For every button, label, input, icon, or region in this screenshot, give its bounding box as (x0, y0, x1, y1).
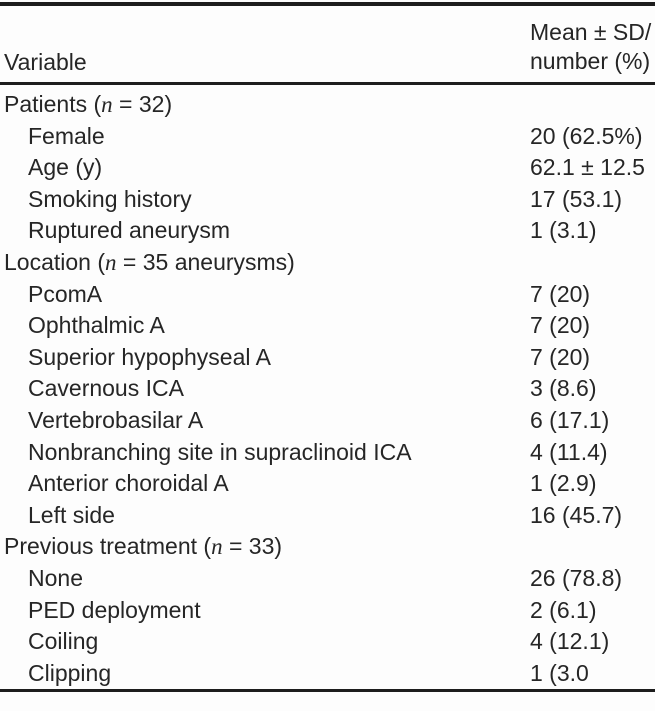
row-label: PED deployment (28, 596, 201, 623)
table-row: Patients (n = 32) (0, 89, 655, 121)
table-row: Ruptured aneurysm 1 (3.1) (0, 215, 655, 247)
row-label: Previous treatment (n = 33) (4, 533, 283, 560)
row-label: Patients (n = 32) (4, 91, 173, 117)
row-label: PcomA (28, 280, 103, 307)
table-row: Smoking history 17 (53.1) (0, 184, 655, 216)
table-row: Coiling 4 (12.1) (0, 626, 655, 658)
row-label: Smoking history (28, 185, 192, 212)
row-label: Location (n = 35 aneurysms) (4, 248, 295, 275)
row-label: Vertebrobasilar A (28, 406, 204, 433)
row-value: 62.1 ± 12.5 (530, 154, 645, 181)
row-value: 17 (53.1) (530, 185, 623, 212)
row-value: 2 (6.1) (530, 596, 597, 623)
row-value: 7 (20) (530, 280, 591, 307)
row-value: 3 (8.6) (530, 375, 597, 402)
table-row: None 26 (78.8) (0, 563, 655, 595)
row-label: Anterior choroidal A (28, 470, 229, 497)
table-row: Nonbranching site in supraclinoid ICA 4 … (0, 437, 655, 469)
row-value: 4 (12.1) (530, 628, 610, 655)
table-row: Previous treatment (n = 33) (0, 531, 655, 563)
header-value-line1: Mean ± SD/ (530, 19, 652, 45)
header-value: Mean ± SD/ number (%) (530, 18, 655, 76)
table-row: Clipping 1 (3.0 (0, 658, 655, 690)
row-value: 6 (17.1) (530, 406, 610, 433)
row-label: Coiling (28, 628, 99, 655)
row-value: 16 (45.7) (530, 501, 623, 528)
table-header-row: Variable Mean ± SD/ number (%) (0, 6, 655, 82)
header-variable: Variable (4, 49, 87, 75)
row-value: 7 (20) (530, 312, 591, 339)
table-row: Cavernous ICA 3 (8.6) (0, 373, 655, 405)
patient-summary-table: Variable Mean ± SD/ number (%) Patients … (0, 2, 655, 693)
table-body: Patients (n = 32) Female 20 (62.5%) Age … (0, 85, 655, 689)
table-row: Anterior choroidal A 1 (2.9) (0, 468, 655, 500)
row-value: 26 (78.8) (530, 564, 623, 591)
table-row: Vertebrobasilar A 6 (17.1) (0, 405, 655, 437)
row-label: Cavernous ICA (28, 375, 184, 402)
row-label: Age (y) (28, 154, 103, 181)
row-label: Left side (28, 501, 115, 528)
row-value: 1 (3.1) (530, 217, 597, 244)
row-label: Ophthalmic A (28, 312, 165, 339)
row-value: 1 (2.9) (530, 470, 597, 497)
row-label: Ruptured aneurysm (28, 217, 230, 244)
header-rule (0, 82, 655, 85)
table-row: Age (y) 62.1 ± 12.5 (0, 152, 655, 184)
table-row: Female 20 (62.5%) (0, 121, 655, 153)
header-value-line2: number (%) (530, 48, 651, 74)
table-row: Ophthalmic A 7 (20) (0, 310, 655, 342)
row-value: 20 (62.5%) (530, 122, 643, 149)
row-label: None (28, 564, 83, 591)
table-row: PcomA 7 (20) (0, 279, 655, 311)
row-value: 1 (3.0 (530, 659, 589, 686)
table-row: Superior hypophyseal A 7 (20) (0, 342, 655, 374)
row-label: Clipping (28, 659, 112, 686)
row-value: 4 (11.4) (530, 438, 608, 465)
row-label: Superior hypophyseal A (28, 343, 271, 370)
table-row: Left side 16 (45.7) (0, 500, 655, 532)
table-row: Location (n = 35 aneurysms) (0, 247, 655, 279)
row-label: Female (28, 122, 105, 149)
row-label: Nonbranching site in supraclinoid ICA (28, 438, 412, 465)
top-rule (0, 2, 655, 6)
table-row: PED deployment 2 (6.1) (0, 595, 655, 627)
row-value: 7 (20) (530, 343, 591, 370)
bottom-rule (0, 689, 655, 693)
